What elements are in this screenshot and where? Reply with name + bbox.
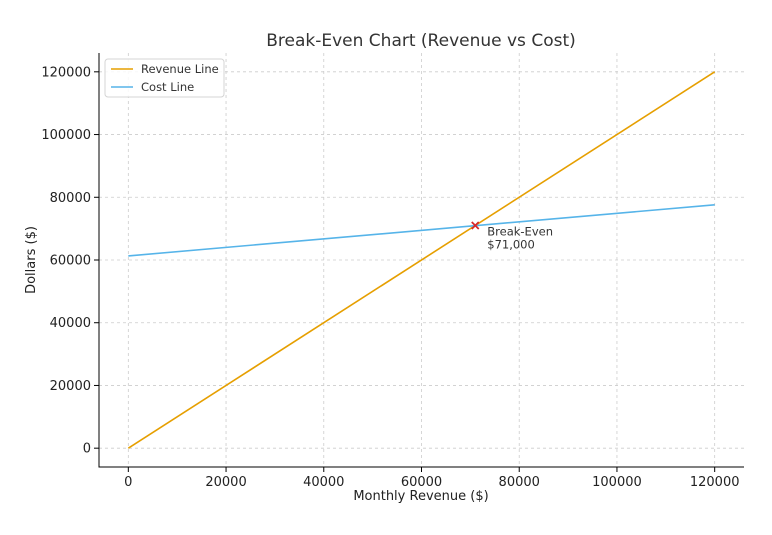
grid-layer — [99, 53, 744, 467]
x-tick-label: 80000 — [499, 475, 540, 490]
y-axis-label: Dollars ($) — [24, 226, 39, 294]
marker-stroke-2 — [471, 221, 480, 230]
legend-box — [104, 58, 225, 98]
annotation-line-2: $71,000 — [487, 238, 535, 252]
y-tick-label: 80000 — [50, 191, 91, 206]
y-tick-label: 40000 — [50, 316, 91, 331]
series-line-revenue — [127, 71, 716, 449]
x-tick-label: 40000 — [303, 475, 344, 490]
chart-title: Break-Even Chart (Revenue vs Cost) — [266, 31, 576, 51]
y-tick-label: 100000 — [41, 128, 91, 143]
x-tick-label: 0 — [124, 475, 132, 490]
y-axis: 0 20000 40000 60000 80000 100000 120000 — [41, 65, 99, 457]
x-axis-label: Monthly Revenue ($) — [353, 489, 488, 504]
legend-entry-label: Cost Line — [141, 80, 194, 94]
x-axis: 0 20000 40000 60000 80000 100000 120000 — [124, 467, 740, 490]
axes-frame — [98, 53, 744, 468]
legend: Revenue Line Cost Line — [104, 58, 225, 98]
series-line-cost — [128, 204, 715, 257]
x-tick-label: 60000 — [401, 475, 442, 490]
legend-entry-label: Revenue Line — [141, 62, 219, 76]
break-even-annotation: Break-Even $71,000 — [487, 225, 553, 252]
break-even-marker — [471, 221, 480, 230]
y-tick-label: 0 — [83, 442, 91, 457]
y-tick-label: 20000 — [50, 379, 91, 394]
y-tick-label: 60000 — [50, 254, 91, 269]
x-tick-label: 120000 — [690, 475, 740, 490]
annotation-line-1: Break-Even — [487, 225, 553, 239]
series-layer — [127, 71, 716, 449]
y-tick-label: 120000 — [41, 65, 91, 80]
x-tick-label: 20000 — [205, 475, 246, 490]
x-tick-label: 100000 — [592, 475, 642, 490]
